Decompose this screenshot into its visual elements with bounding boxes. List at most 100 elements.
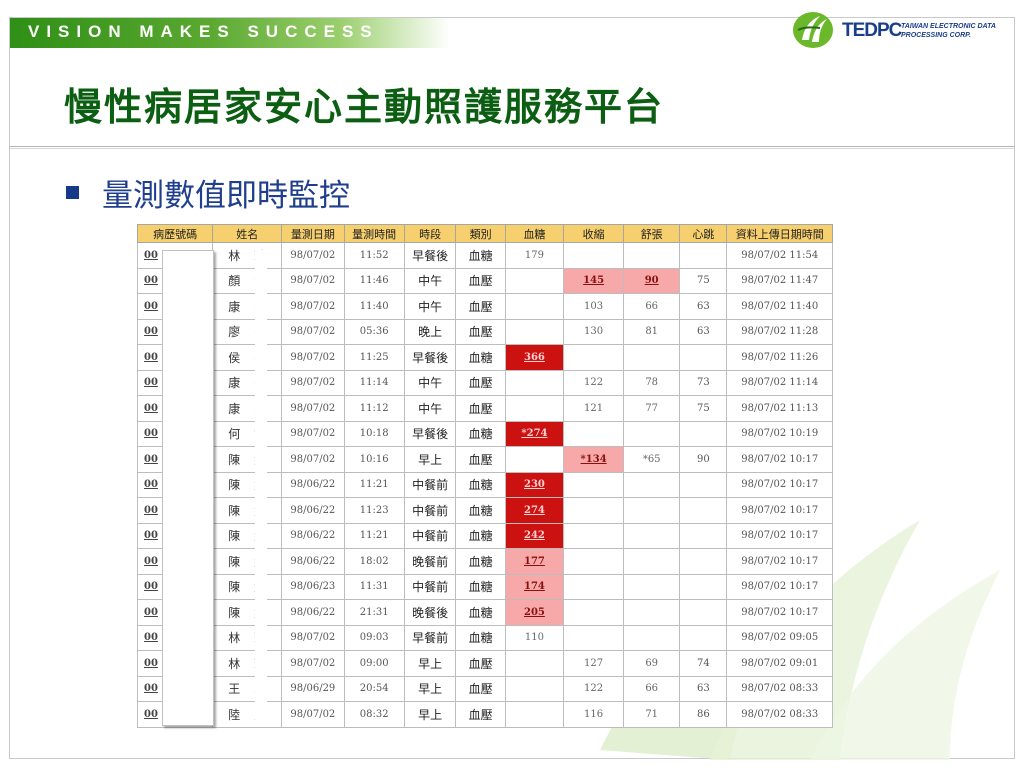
measure-date: 98/07/02 (281, 318, 345, 345)
glucose-value-link[interactable]: 205 (524, 606, 545, 618)
measure-time: 11:14 (343, 369, 405, 396)
heart-rate-value (679, 522, 728, 549)
upload-datetime: 98/07/02 11:26 (726, 344, 833, 371)
measure-type: 血糖 (455, 599, 506, 626)
column-header[interactable]: 資料上傳日期時間 (726, 224, 833, 243)
measure-date: 98/07/02 (281, 701, 345, 728)
systolic-value: 122 (562, 675, 625, 702)
glucose-value[interactable]: *274 (504, 420, 564, 447)
patient-name-first: 陳 (228, 554, 241, 569)
patient-name-first: 陳 (228, 605, 241, 620)
systolic-value[interactable]: *134 (562, 446, 625, 473)
measure-type: 血糖 (455, 624, 506, 651)
diastolic-value-link[interactable]: 90 (644, 275, 659, 287)
column-header[interactable]: 血糖 (504, 224, 564, 243)
column-header[interactable]: 時段 (403, 224, 457, 243)
upload-datetime: 98/07/02 09:01 (726, 650, 833, 677)
column-header[interactable]: 量測日期 (281, 224, 345, 243)
patient-name-first: 廖 (228, 325, 241, 340)
glucose-value-link[interactable]: *274 (521, 428, 548, 440)
measure-time: 11:52 (343, 242, 405, 269)
column-header[interactable]: 病歷號碼 (136, 224, 214, 243)
measure-time: 11:46 (343, 267, 405, 294)
systolic-value[interactable]: 145 (562, 267, 625, 294)
measure-date: 98/06/22 (281, 548, 345, 575)
time-period: 晚餐前 (403, 548, 457, 575)
heart-rate-value (679, 497, 728, 524)
patient-name: 康姿 (212, 293, 283, 320)
systolic-value: 130 (562, 318, 625, 345)
measure-type: 血糖 (455, 344, 506, 371)
measure-time: 10:16 (343, 446, 405, 473)
upload-datetime: 98/07/02 10:17 (726, 548, 833, 575)
systolic-value-link[interactable]: *134 (580, 453, 607, 465)
diastolic-value: 66 (623, 293, 681, 320)
measure-time: 20:54 (343, 675, 405, 702)
time-period: 中午 (403, 395, 457, 422)
glucose-value-link[interactable]: 242 (524, 530, 545, 542)
glucose-value[interactable]: 230 (504, 471, 564, 498)
glucose-value (504, 267, 564, 294)
logo-brand: TEDPC (842, 20, 902, 41)
heart-rate-value (679, 599, 728, 626)
patient-name: 陳維 (212, 573, 283, 600)
time-period: 早餐後 (403, 344, 457, 371)
column-header[interactable]: 收縮 (562, 224, 625, 243)
heart-rate-value (679, 624, 728, 651)
upload-datetime: 98/07/02 11:54 (726, 242, 833, 269)
measure-time: 10:18 (343, 420, 405, 447)
measure-type: 血壓 (455, 318, 506, 345)
measure-type: 血壓 (455, 369, 506, 396)
glucose-value-link[interactable]: 274 (524, 504, 545, 516)
patient-name: 林珠 (212, 650, 283, 677)
patient-name: 陳維 (212, 548, 283, 575)
heart-rate-value: 75 (679, 267, 728, 294)
measure-type: 血糖 (455, 573, 506, 600)
glucose-value[interactable]: 177 (504, 548, 564, 575)
upload-datetime: 98/07/02 10:17 (726, 497, 833, 524)
glucose-value[interactable]: 242 (504, 522, 564, 549)
column-header[interactable]: 姓名 (212, 224, 283, 243)
patient-name-first: 侯 (228, 350, 241, 365)
upload-datetime: 98/07/02 10:17 (726, 573, 833, 600)
glucose-value[interactable]: 174 (504, 573, 564, 600)
column-header[interactable]: 類別 (455, 224, 506, 243)
time-period: 晚餐後 (403, 599, 457, 626)
glucose-value[interactable]: 205 (504, 599, 564, 626)
glucose-value-link[interactable]: 366 (524, 351, 545, 363)
measure-date: 98/07/02 (281, 395, 345, 422)
title-divider (10, 146, 1015, 149)
heart-rate-value: 90 (679, 446, 728, 473)
heart-rate-value: 74 (679, 650, 728, 677)
patient-name-first: 何 (228, 427, 241, 442)
glucose-value[interactable]: 274 (504, 497, 564, 524)
patient-name-first: 王 (228, 682, 241, 697)
systolic-value (562, 497, 625, 524)
measure-time: 08:32 (343, 701, 405, 728)
heart-rate-value (679, 573, 728, 600)
column-header[interactable]: 心跳 (679, 224, 728, 243)
glucose-value[interactable]: 366 (504, 344, 564, 371)
diastolic-value[interactable]: 90 (623, 267, 681, 294)
systolic-value-link[interactable]: 145 (583, 275, 605, 287)
patient-name: 陳維 (212, 497, 283, 524)
column-header[interactable]: 量測時間 (343, 224, 405, 243)
measure-type: 血糖 (455, 548, 506, 575)
time-period: 中午 (403, 293, 457, 320)
logo-company-line2: PROCESSING CORP. (901, 32, 971, 39)
glucose-value-link[interactable]: 177 (524, 555, 545, 567)
patient-name: 廖美 (212, 318, 283, 345)
column-header[interactable]: 舒張 (623, 224, 681, 243)
diastolic-value (623, 599, 681, 626)
upload-datetime: 98/07/02 10:17 (726, 471, 833, 498)
diastolic-value (623, 344, 681, 371)
diastolic-value: 66 (623, 675, 681, 702)
time-period: 早餐前 (403, 624, 457, 651)
glucose-value-link[interactable]: 174 (524, 581, 545, 593)
glucose-value-link[interactable]: 230 (524, 479, 545, 491)
